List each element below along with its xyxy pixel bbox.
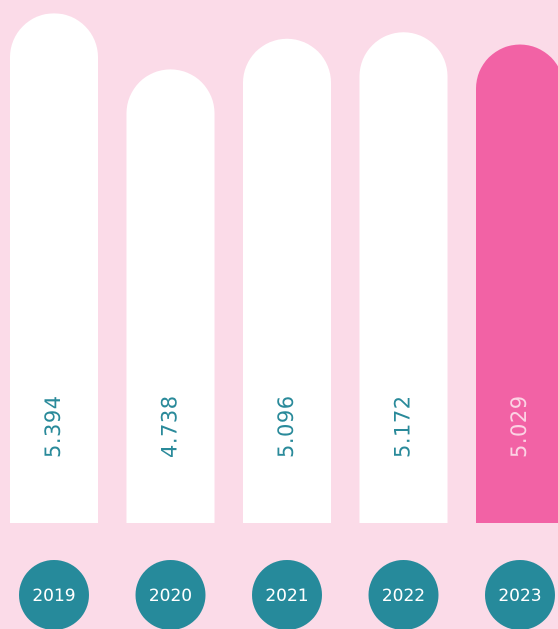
bar — [126, 69, 215, 523]
x-tick-label: 2022 — [382, 586, 425, 606]
year-badge — [252, 560, 322, 629]
bar — [243, 38, 331, 523]
year-badge — [485, 560, 555, 629]
year-badge — [368, 560, 439, 629]
value-label: 5.096 — [274, 395, 298, 458]
x-tick-label: 2021 — [265, 586, 308, 606]
value-label: 5.394 — [41, 395, 65, 458]
bar — [10, 13, 98, 524]
x-tick-label: 2020 — [149, 586, 192, 606]
value-label: 4.738 — [158, 395, 182, 458]
value-label: 5.172 — [391, 395, 415, 458]
bar — [359, 32, 448, 523]
year-badge — [135, 560, 206, 629]
value-label: 5.029 — [507, 395, 531, 458]
x-tick-label: 2019 — [32, 586, 75, 606]
year-badge — [19, 560, 89, 629]
bar — [476, 44, 558, 523]
x-tick-label: 2023 — [498, 586, 541, 606]
